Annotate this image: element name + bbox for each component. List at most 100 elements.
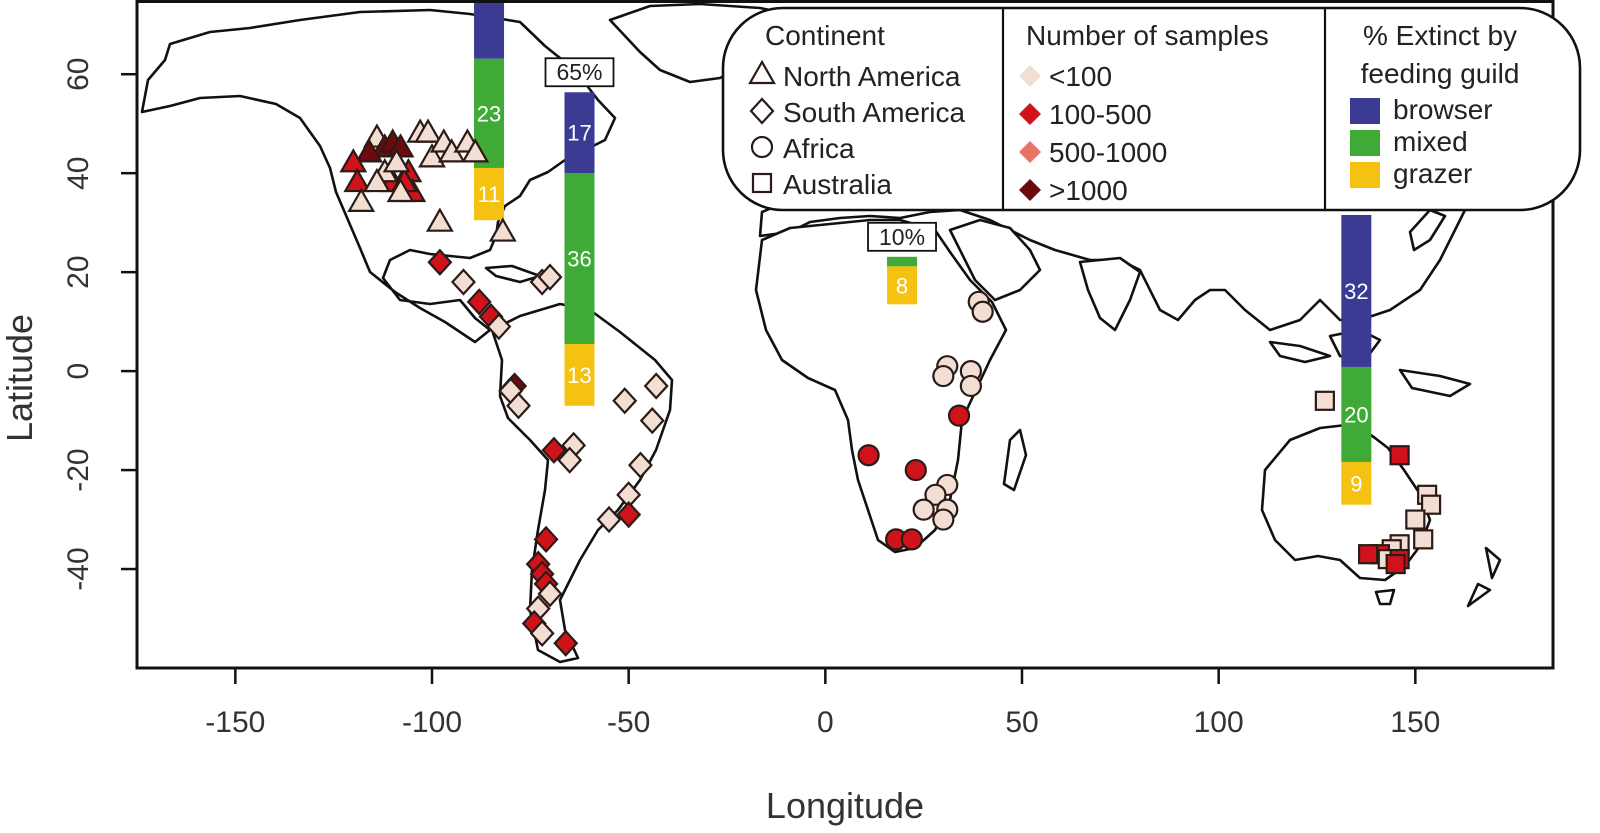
diamond-site-marker <box>529 619 555 647</box>
diamond-site-marker <box>537 580 563 608</box>
legend-diamond-symbol <box>749 97 775 125</box>
triangle-site-marker <box>363 167 391 193</box>
legend-title-samples: Number of samples <box>1026 20 1269 51</box>
legend-sample-label: <100 <box>1049 61 1112 92</box>
diamond-site-marker <box>557 446 583 474</box>
legend-guild-label: browser <box>1393 94 1493 125</box>
browser-segment <box>564 92 595 173</box>
x-tick-label: 150 <box>1390 706 1440 739</box>
legend-sample-swatch <box>1019 141 1041 163</box>
grazer-value-label: 11 <box>478 182 501 207</box>
diamond-site-marker <box>427 248 453 276</box>
legend-sample-swatch <box>1019 65 1041 87</box>
browser-segment <box>474 0 505 59</box>
diamond-site-marker <box>506 392 532 420</box>
grazer-segment <box>474 167 505 221</box>
legend-square-symbol <box>751 172 773 194</box>
grazer-segment <box>887 266 918 305</box>
diamond-site-marker <box>466 288 492 316</box>
diamond-site-marker <box>596 505 622 534</box>
legend-circle-symbol <box>750 135 774 159</box>
diamond-site-marker <box>616 500 642 529</box>
circle-site-marker <box>904 458 927 482</box>
legend: Continent North America South America Afric… <box>721 6 1582 212</box>
mixed-segment <box>1341 366 1372 462</box>
mixed-value-label: 23 <box>477 101 501 126</box>
circle-site-marker <box>900 528 923 551</box>
legend-continent-label: Australia <box>783 169 892 200</box>
legend-guild-swatch <box>1350 130 1380 156</box>
diamond-site-marker <box>541 436 567 464</box>
grazer-value-label: 13 <box>567 363 591 388</box>
square-site-marker <box>1358 544 1379 565</box>
x-tick-label: 100 <box>1194 706 1244 739</box>
circle-site-marker <box>857 444 880 467</box>
circle-site-marker <box>912 498 935 521</box>
extinction-total-label: 10% <box>879 224 925 250</box>
extinction-total-box <box>867 221 937 252</box>
square-site-marker <box>1389 445 1410 466</box>
triangle-site-marker <box>355 138 383 163</box>
triangle-site-marker <box>382 148 411 173</box>
grazer-segment <box>1341 461 1372 505</box>
square-site-marker <box>1413 529 1434 550</box>
circle-site-marker <box>971 300 994 323</box>
x-tick-label: -50 <box>607 706 650 739</box>
legend-title-guild-2: feeding guild <box>1361 58 1520 89</box>
x-tick-label: -100 <box>402 706 462 739</box>
square-site-marker <box>1385 553 1406 575</box>
legend-title-guild-1: % Extinct by <box>1363 20 1517 51</box>
x-tick-label: -150 <box>205 706 265 739</box>
triangle-site-marker <box>461 138 490 163</box>
y-tick-label: -20 <box>62 448 95 491</box>
legend-triangle-symbol <box>748 59 776 85</box>
legend-continent-label: Africa <box>783 133 855 164</box>
triangle-site-marker <box>418 143 446 168</box>
x-axis-label: Longitude <box>766 785 924 826</box>
square-site-marker <box>1420 494 1442 515</box>
diamond-site-marker <box>612 387 638 415</box>
legend-sample-label: 500-1000 <box>1049 137 1167 168</box>
triangle-site-marker <box>488 217 517 242</box>
legend-sample-label: >1000 <box>1049 175 1128 206</box>
legend-guild-swatch <box>1350 162 1380 188</box>
mixed-value-label: 36 <box>567 246 591 271</box>
grazer-value-label: 8 <box>896 273 908 298</box>
x-tick-label: 0 <box>817 706 834 739</box>
triangle-site-marker <box>414 118 442 143</box>
grazer-value-label: 9 <box>1350 471 1362 496</box>
y-tick-label: 0 <box>62 363 95 380</box>
triangle-site-marker <box>343 167 372 193</box>
legend-title-continent: Continent <box>765 20 885 51</box>
mixed-value-label: 20 <box>1344 402 1368 427</box>
diamond-site-marker <box>537 263 563 291</box>
diamond-site-marker <box>533 525 559 553</box>
legend-box <box>721 6 1582 212</box>
plot-frame <box>135 0 1555 670</box>
triangle-site-marker <box>386 177 415 203</box>
triangle-site-marker <box>425 207 454 232</box>
diamond-site-marker <box>627 451 653 479</box>
browser-value-label: 32 <box>1344 279 1368 304</box>
circle-site-marker <box>959 374 982 398</box>
mixed-segment <box>564 172 595 344</box>
diamond-site-marker <box>486 312 512 341</box>
legend-sample-swatch <box>1019 179 1041 201</box>
diamond-site-marker <box>639 406 665 435</box>
browser-segment <box>1341 214 1372 367</box>
mixed-segment <box>887 256 918 267</box>
triangle-site-marker <box>347 187 376 212</box>
circle-site-marker <box>932 364 955 388</box>
circle-site-marker <box>932 508 955 531</box>
diamond-site-marker <box>643 372 669 400</box>
legend-sample-swatch <box>1019 103 1041 125</box>
y-tick-label: 40 <box>62 156 95 189</box>
extinction-total-box <box>544 57 615 88</box>
x-tick-label: 50 <box>1005 706 1038 739</box>
axes: -150 -100 -50 0 50 100 150 -40 -20 0 20 40 60 Longitu… <box>0 0 1555 826</box>
legend-guild-label: mixed <box>1393 126 1468 157</box>
site-markers <box>339 118 1442 657</box>
y-tick-label: 20 <box>62 255 95 288</box>
diamond-site-marker <box>450 268 476 296</box>
